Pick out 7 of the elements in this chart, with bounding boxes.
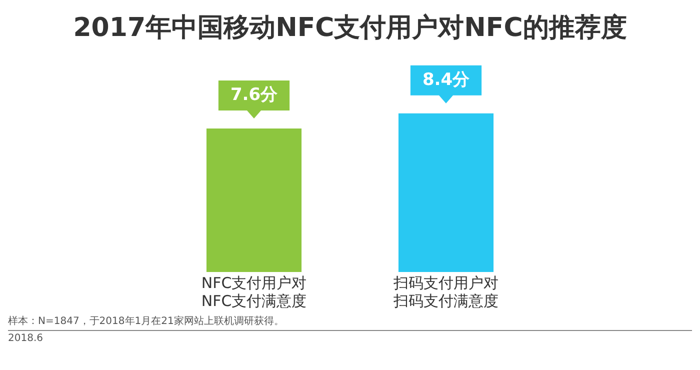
data-label: 7.6分 (230, 84, 279, 105)
data-label: 8.4分 (422, 70, 471, 90)
x-tick-label: NFC支付用户对NFC支付满意度 (201, 274, 307, 310)
text: 2018.6 (8, 333, 44, 344)
chart-title: 2017年中国移动NFC支付用户对NFC的推荐度 (72, 12, 628, 45)
text: 样本：N=1847，于2018年1月在21家网站上联机调研获得。 (8, 314, 692, 331)
x-tick-label: 扫码支付用户对扫码支付满意度 (392, 274, 498, 310)
